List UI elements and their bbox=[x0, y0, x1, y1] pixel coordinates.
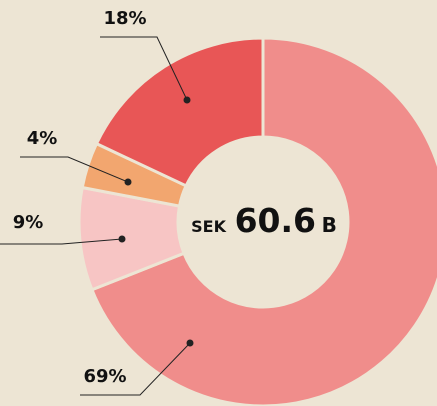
slices bbox=[77, 36, 437, 406]
center-suffix: B bbox=[322, 213, 337, 237]
center-label: SEK 60.6 B bbox=[191, 201, 337, 240]
leader-dot bbox=[118, 235, 126, 243]
slice bbox=[94, 36, 265, 188]
value-label: 4% bbox=[27, 128, 58, 149]
value-label: 18% bbox=[103, 8, 146, 29]
center-prefix: SEK bbox=[191, 217, 226, 236]
center-amount: 60.6 bbox=[235, 201, 316, 240]
leader-dot bbox=[183, 96, 191, 104]
value-label: 69% bbox=[83, 366, 126, 387]
leader-line bbox=[80, 342, 191, 396]
slice bbox=[89, 36, 437, 406]
leader-line bbox=[0, 238, 123, 245]
labels: 69% 9% 4% 18% bbox=[0, 8, 194, 396]
leader-dot bbox=[124, 178, 132, 186]
leader-dot bbox=[186, 339, 194, 347]
leader-line bbox=[20, 156, 129, 183]
value-label: 9% bbox=[13, 212, 44, 233]
leader-line bbox=[100, 36, 188, 101]
